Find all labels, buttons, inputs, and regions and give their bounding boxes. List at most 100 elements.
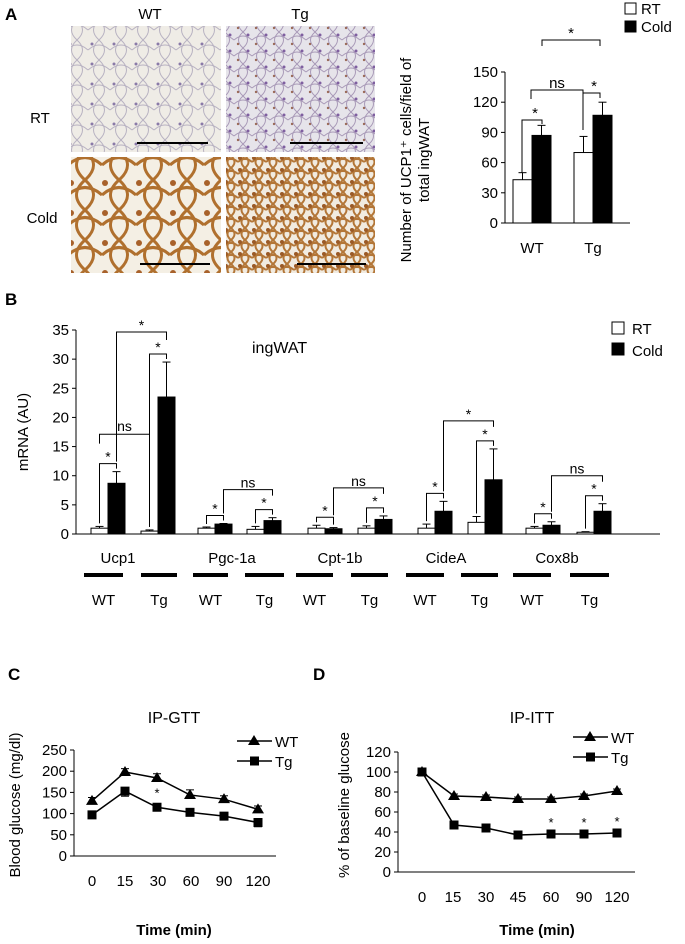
y-tick-label: 15 — [52, 439, 69, 456]
sig-bracket — [476, 440, 494, 514]
image-col-label-wt: WT — [138, 6, 161, 23]
y-tick-label: 200 — [42, 763, 67, 780]
panel-b-legend: RT Cold — [611, 321, 663, 360]
y-tick-label: 40 — [374, 824, 391, 841]
group-label: Tg — [581, 592, 599, 609]
y-tick-label: 5 — [61, 497, 69, 514]
group-label: WT — [199, 592, 222, 609]
y-tick-label: 100 — [366, 764, 391, 781]
bar-cold — [324, 528, 343, 535]
sig-bracket — [333, 487, 384, 516]
point-wt — [184, 788, 196, 799]
sig-label: * — [154, 786, 159, 801]
sig-label: * — [540, 499, 546, 515]
x-tick-label: 90 — [576, 889, 593, 906]
sig-bracket — [366, 507, 384, 523]
point-wt — [218, 793, 230, 804]
x-tick-label: 0 — [88, 873, 96, 890]
legend-marker — [586, 752, 595, 762]
panel-c-title: IP-GTT — [148, 710, 201, 727]
sig-bracket — [316, 516, 334, 525]
panel-d-xlabel: Time (min) — [499, 922, 575, 939]
sig-label: ns — [117, 418, 132, 434]
image-row-label-cold: Cold — [27, 210, 58, 227]
point-wt — [86, 794, 98, 805]
panel-label-c: C — [8, 665, 20, 684]
sig-label: * — [322, 502, 328, 518]
micrograph-wt-cold — [71, 157, 221, 273]
micrograph-tg-cold — [226, 157, 375, 273]
point-wt — [545, 793, 557, 803]
point-tg — [219, 811, 229, 821]
point-tg — [546, 829, 556, 839]
point-wt — [448, 790, 460, 800]
legend-marker — [248, 735, 260, 745]
sig-bracket — [99, 433, 150, 527]
legend-label-rt: RT — [632, 321, 652, 338]
sig-label: * — [482, 426, 488, 442]
sig-label: ns — [241, 475, 256, 491]
y-tick-label: 120 — [473, 94, 498, 111]
group-label: Tg — [256, 592, 274, 609]
bar-rt — [573, 152, 594, 224]
bar-cold — [107, 482, 126, 535]
x-tick-label: 60 — [183, 873, 200, 890]
group-label: Tg — [361, 592, 379, 609]
x-tick-label: 30 — [478, 889, 495, 906]
panel-a-chart: 0 30 60 90 120 150 WT Tg * ns * * — [473, 25, 630, 257]
legend-label: WT — [275, 734, 298, 751]
point-wt — [480, 791, 492, 801]
bar-cold — [531, 134, 552, 224]
bar-cold — [374, 518, 393, 535]
sig-label: * — [581, 815, 586, 830]
sig-label: * — [591, 78, 597, 95]
sig-bracket — [541, 39, 601, 46]
panel-b-gene-labels: Ucp1 Pgc-1a Cpt-1b CideA Cox8b WT Tg WT Tg WT Tg WT… — [84, 550, 609, 609]
sig-label: * — [532, 105, 538, 122]
point-wt — [151, 771, 163, 782]
sig-bracket — [443, 420, 494, 492]
sig-bracket — [426, 492, 444, 522]
bar-cold — [434, 510, 453, 535]
bar-cold — [593, 510, 612, 535]
point-wt — [611, 785, 623, 795]
point-tg — [87, 810, 97, 820]
sig-label: * — [261, 495, 267, 511]
legend-swatch-rt — [624, 2, 637, 15]
sig-bracket — [99, 463, 117, 524]
group-label: WT — [92, 592, 115, 609]
panel-a-ylabel-line2: total ingWAT — [416, 118, 433, 202]
bar-rt — [576, 531, 595, 535]
sig-label: ns — [351, 473, 366, 489]
y-tick-label: 0 — [490, 215, 498, 232]
point-wt — [119, 766, 131, 777]
group-label: Tg — [471, 592, 489, 609]
panel-b-chart: 0 5 10 15 20 25 30 35 * * ns * * * ns * * ns * * * * * ns — [52, 317, 660, 543]
sig-bracket — [116, 331, 167, 462]
sig-label: * — [187, 791, 192, 806]
y-tick-label: 20 — [52, 409, 69, 426]
legend-label-rt: RT — [641, 1, 661, 18]
panel-label-d: D — [313, 665, 325, 684]
panel-b-title: ingWAT — [252, 340, 307, 357]
point-tg — [513, 830, 523, 840]
legend-label-cold: Cold — [632, 343, 663, 360]
legend-label: WT — [611, 730, 634, 747]
x-tick-label: 45 — [510, 889, 527, 906]
bar-rt — [357, 527, 376, 535]
bar-rt — [90, 527, 109, 535]
legend-label: Tg — [611, 750, 629, 767]
bar-cold — [592, 114, 613, 224]
panel-d-chart: 0 20 40 60 80 100 120 0 15 30 45 60 90 120 WT Tg * * * — [366, 730, 635, 906]
point-tg — [612, 828, 622, 838]
panel-label-a: A — [5, 5, 17, 24]
x-tick-label: 90 — [216, 873, 233, 890]
y-tick-label: 80 — [374, 784, 391, 801]
point-tg — [579, 829, 589, 839]
sig-label: * — [466, 406, 472, 422]
y-tick-label: 100 — [42, 806, 67, 823]
panel-d-ylabel: % of baseline glucose — [336, 732, 353, 878]
bar-rt — [417, 527, 436, 535]
panel-c-ylabel: Blood glucose (mg/dl) — [7, 732, 24, 877]
